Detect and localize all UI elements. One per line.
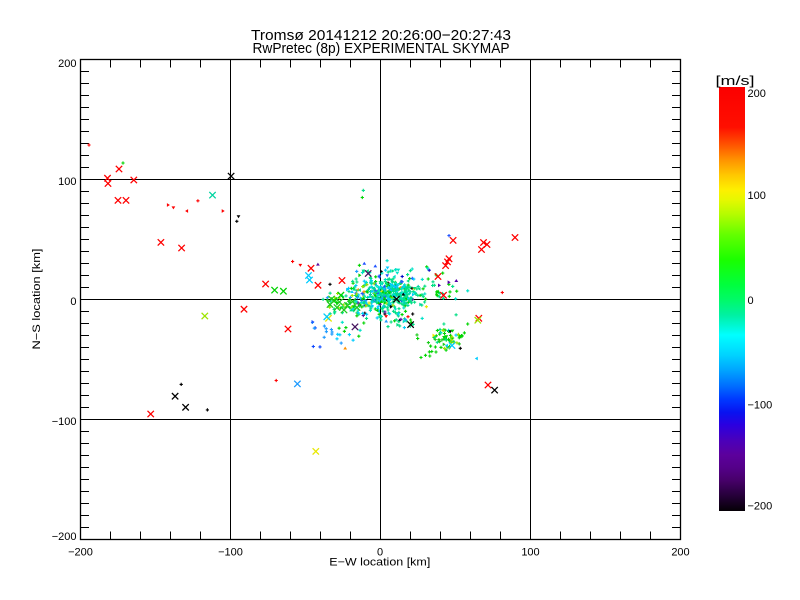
- svg-text:E−W location [km]: E−W location [km]: [329, 557, 430, 569]
- svg-text:200: 200: [748, 88, 766, 100]
- svg-text:−100: −100: [52, 416, 77, 428]
- svg-text:−200: −200: [748, 501, 773, 513]
- svg-text:−200: −200: [68, 547, 93, 559]
- svg-text:100: 100: [748, 190, 766, 202]
- svg-text:0: 0: [748, 295, 754, 307]
- svg-text:200: 200: [671, 547, 689, 559]
- svg-text:100: 100: [521, 547, 539, 559]
- svg-text:RwPretec (8p) EXPERIMENTAL SKY: RwPretec (8p) EXPERIMENTAL SKYMAP: [253, 40, 510, 57]
- svg-text:−100: −100: [218, 547, 243, 559]
- svg-text:0: 0: [70, 296, 76, 308]
- svg-text:200: 200: [58, 58, 76, 70]
- svg-text:−100: −100: [748, 400, 773, 412]
- svg-text:Tromsø 20141212 20:26:00−20:27: Tromsø 20141212 20:26:00−20:27:43: [251, 27, 511, 44]
- svg-text:100: 100: [58, 176, 76, 188]
- svg-text:[m/s]: [m/s]: [716, 73, 755, 88]
- svg-text:0: 0: [377, 547, 383, 559]
- svg-text:−200: −200: [52, 531, 77, 543]
- svg-text:N−S location [km]: N−S location [km]: [31, 249, 43, 350]
